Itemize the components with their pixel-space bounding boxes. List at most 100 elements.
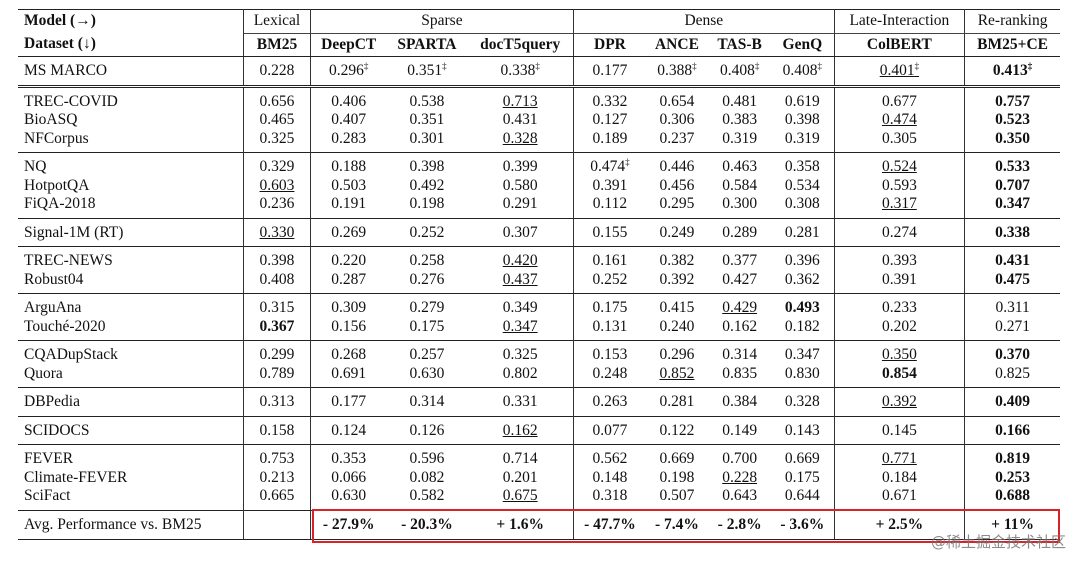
score: 0.524 [834, 152, 966, 177]
score: 0.854 [834, 364, 966, 388]
score: 0.351 [387, 111, 468, 130]
table-row: FEVER 0.753 0.353 0.596 0.714 0.562 0.669 0.700… [18, 444, 1060, 469]
cell-text: 0.271 [995, 317, 1031, 335]
cell-text: 0.233 [881, 299, 917, 316]
score: 0.707 [965, 177, 1060, 196]
cell-text: 0.240 [659, 317, 695, 335]
score: 0.252 [574, 271, 646, 294]
cell-text: 0.691 [331, 364, 367, 382]
dataset-name: Robust04 [18, 270, 245, 294]
cell-text: 0.408‡ [719, 60, 760, 79]
cell-text: 0.415 [659, 299, 695, 316]
score: 0.349 [467, 293, 575, 318]
score: 0.671 [834, 487, 966, 510]
score: 0.492 [387, 177, 468, 196]
cell-text: 0.269 [331, 223, 367, 241]
cell-text: 0.481 [722, 92, 758, 110]
cell-text: 0.296‡ [329, 60, 369, 79]
score: 0.300 [708, 195, 771, 218]
score: 0.148 [574, 469, 646, 488]
cell-text: 0.408‡ [782, 60, 823, 79]
dataset-name: Quora [18, 364, 245, 388]
score: 0.370 [964, 340, 1060, 365]
score: 0.392 [834, 387, 966, 416]
score: 0.399 [467, 152, 575, 177]
cell-text: - 2.8% [717, 515, 762, 533]
table-row: ArguAna 0.315 0.309 0.279 0.349 0.175 0.415 0.4… [18, 293, 1060, 318]
cell-text: 0.283 [331, 129, 367, 147]
cell-text: 0.593 [881, 176, 917, 194]
score: 0.562 [573, 444, 646, 469]
cell-text: 0.367 [259, 317, 295, 335]
score: 0.126 [386, 415, 468, 445]
score: 0.124 [310, 415, 387, 445]
group-header: Sparse [310, 9, 575, 34]
cell-text: 0.835 [722, 364, 758, 382]
score: 0.329 [243, 152, 311, 177]
score: 0.257 [386, 340, 468, 365]
score: 0.271 [965, 318, 1060, 341]
cell-text: 0.268 [331, 346, 367, 363]
table-row: SciFact 0.665 0.630 0.582 0.675 0.318 0.507 0.6… [18, 487, 1060, 510]
score: 0.401‡ [834, 56, 966, 86]
score: 0.408‡ [708, 56, 772, 86]
cell-text: 0.281 [659, 393, 695, 410]
cell-text: 0.155 [592, 223, 628, 241]
score: 0.158 [243, 415, 311, 445]
cell-text: 0.370 [995, 346, 1031, 363]
cell-text: 0.630 [409, 364, 445, 382]
cell-text: 0.182 [784, 317, 820, 335]
cell-text: 0.289 [722, 223, 758, 241]
score: 0.351‡ [386, 56, 468, 86]
score: 0.258 [386, 246, 468, 271]
cell-text: 0.347 [995, 195, 1031, 212]
score: 0.474‡ [573, 152, 646, 177]
cell-text: 0.771 [881, 450, 917, 467]
cell-text: 0.305 [881, 129, 917, 147]
cell-text: 0.714 [502, 450, 538, 467]
score: 0.350 [834, 340, 966, 365]
average-score: - 7.4% [645, 509, 709, 540]
cell-text: 0.383 [722, 111, 758, 128]
dataset-name: NFCorpus [18, 129, 245, 153]
group-header: Re-ranking [964, 9, 1060, 34]
score: 0.446 [645, 152, 709, 177]
cell-text: 0.191 [331, 195, 367, 212]
score: 0.182 [771, 317, 835, 341]
score: 0.279 [386, 293, 468, 318]
average-label: Avg. Performance vs. BM25 [18, 509, 245, 540]
dataset-name: NQ [18, 152, 245, 177]
dataset-name: TREC-NEWS [18, 246, 245, 271]
cell-text: 0.456 [659, 176, 695, 194]
cell-text: 0.475 [995, 270, 1031, 288]
cell-text: 0.429 [722, 299, 758, 316]
cell-text: 0.492 [409, 176, 445, 194]
cell-text: 0.202 [881, 317, 917, 335]
cell-text: 0.538 [409, 92, 445, 110]
score: 0.396 [771, 246, 835, 271]
score: 0.656 [243, 84, 311, 111]
dataset-name: Touché-2020 [18, 317, 245, 341]
cell-text: 0.474‡ [590, 156, 630, 175]
cell-text: 0.319 [784, 129, 820, 147]
score: 0.253 [965, 469, 1060, 488]
cell-text: 0.409 [995, 393, 1031, 410]
score: 0.392 [646, 271, 708, 294]
cell-text: 0.677 [881, 92, 917, 110]
score: 0.338 [964, 217, 1060, 247]
score: 0.665 [243, 487, 311, 510]
cell-text: 0.131 [592, 317, 628, 335]
cell-text: Late-Interaction [849, 12, 950, 29]
cell-text: CQADupStack [24, 346, 118, 363]
score: 0.630 [310, 487, 386, 510]
cell-text: 0.347 [502, 317, 538, 335]
cell-text: 0.802 [502, 364, 538, 382]
score: 0.198 [646, 469, 708, 488]
cell-text: TAS-B [717, 35, 762, 53]
watermark: @稀土掘金技术社区 [930, 533, 1066, 551]
score: 0.413‡ [964, 56, 1060, 86]
cell-text: 0.413‡ [992, 60, 1033, 79]
score: 0.162 [467, 415, 575, 445]
score: 0.347 [771, 340, 835, 365]
score: 0.377 [708, 246, 772, 271]
